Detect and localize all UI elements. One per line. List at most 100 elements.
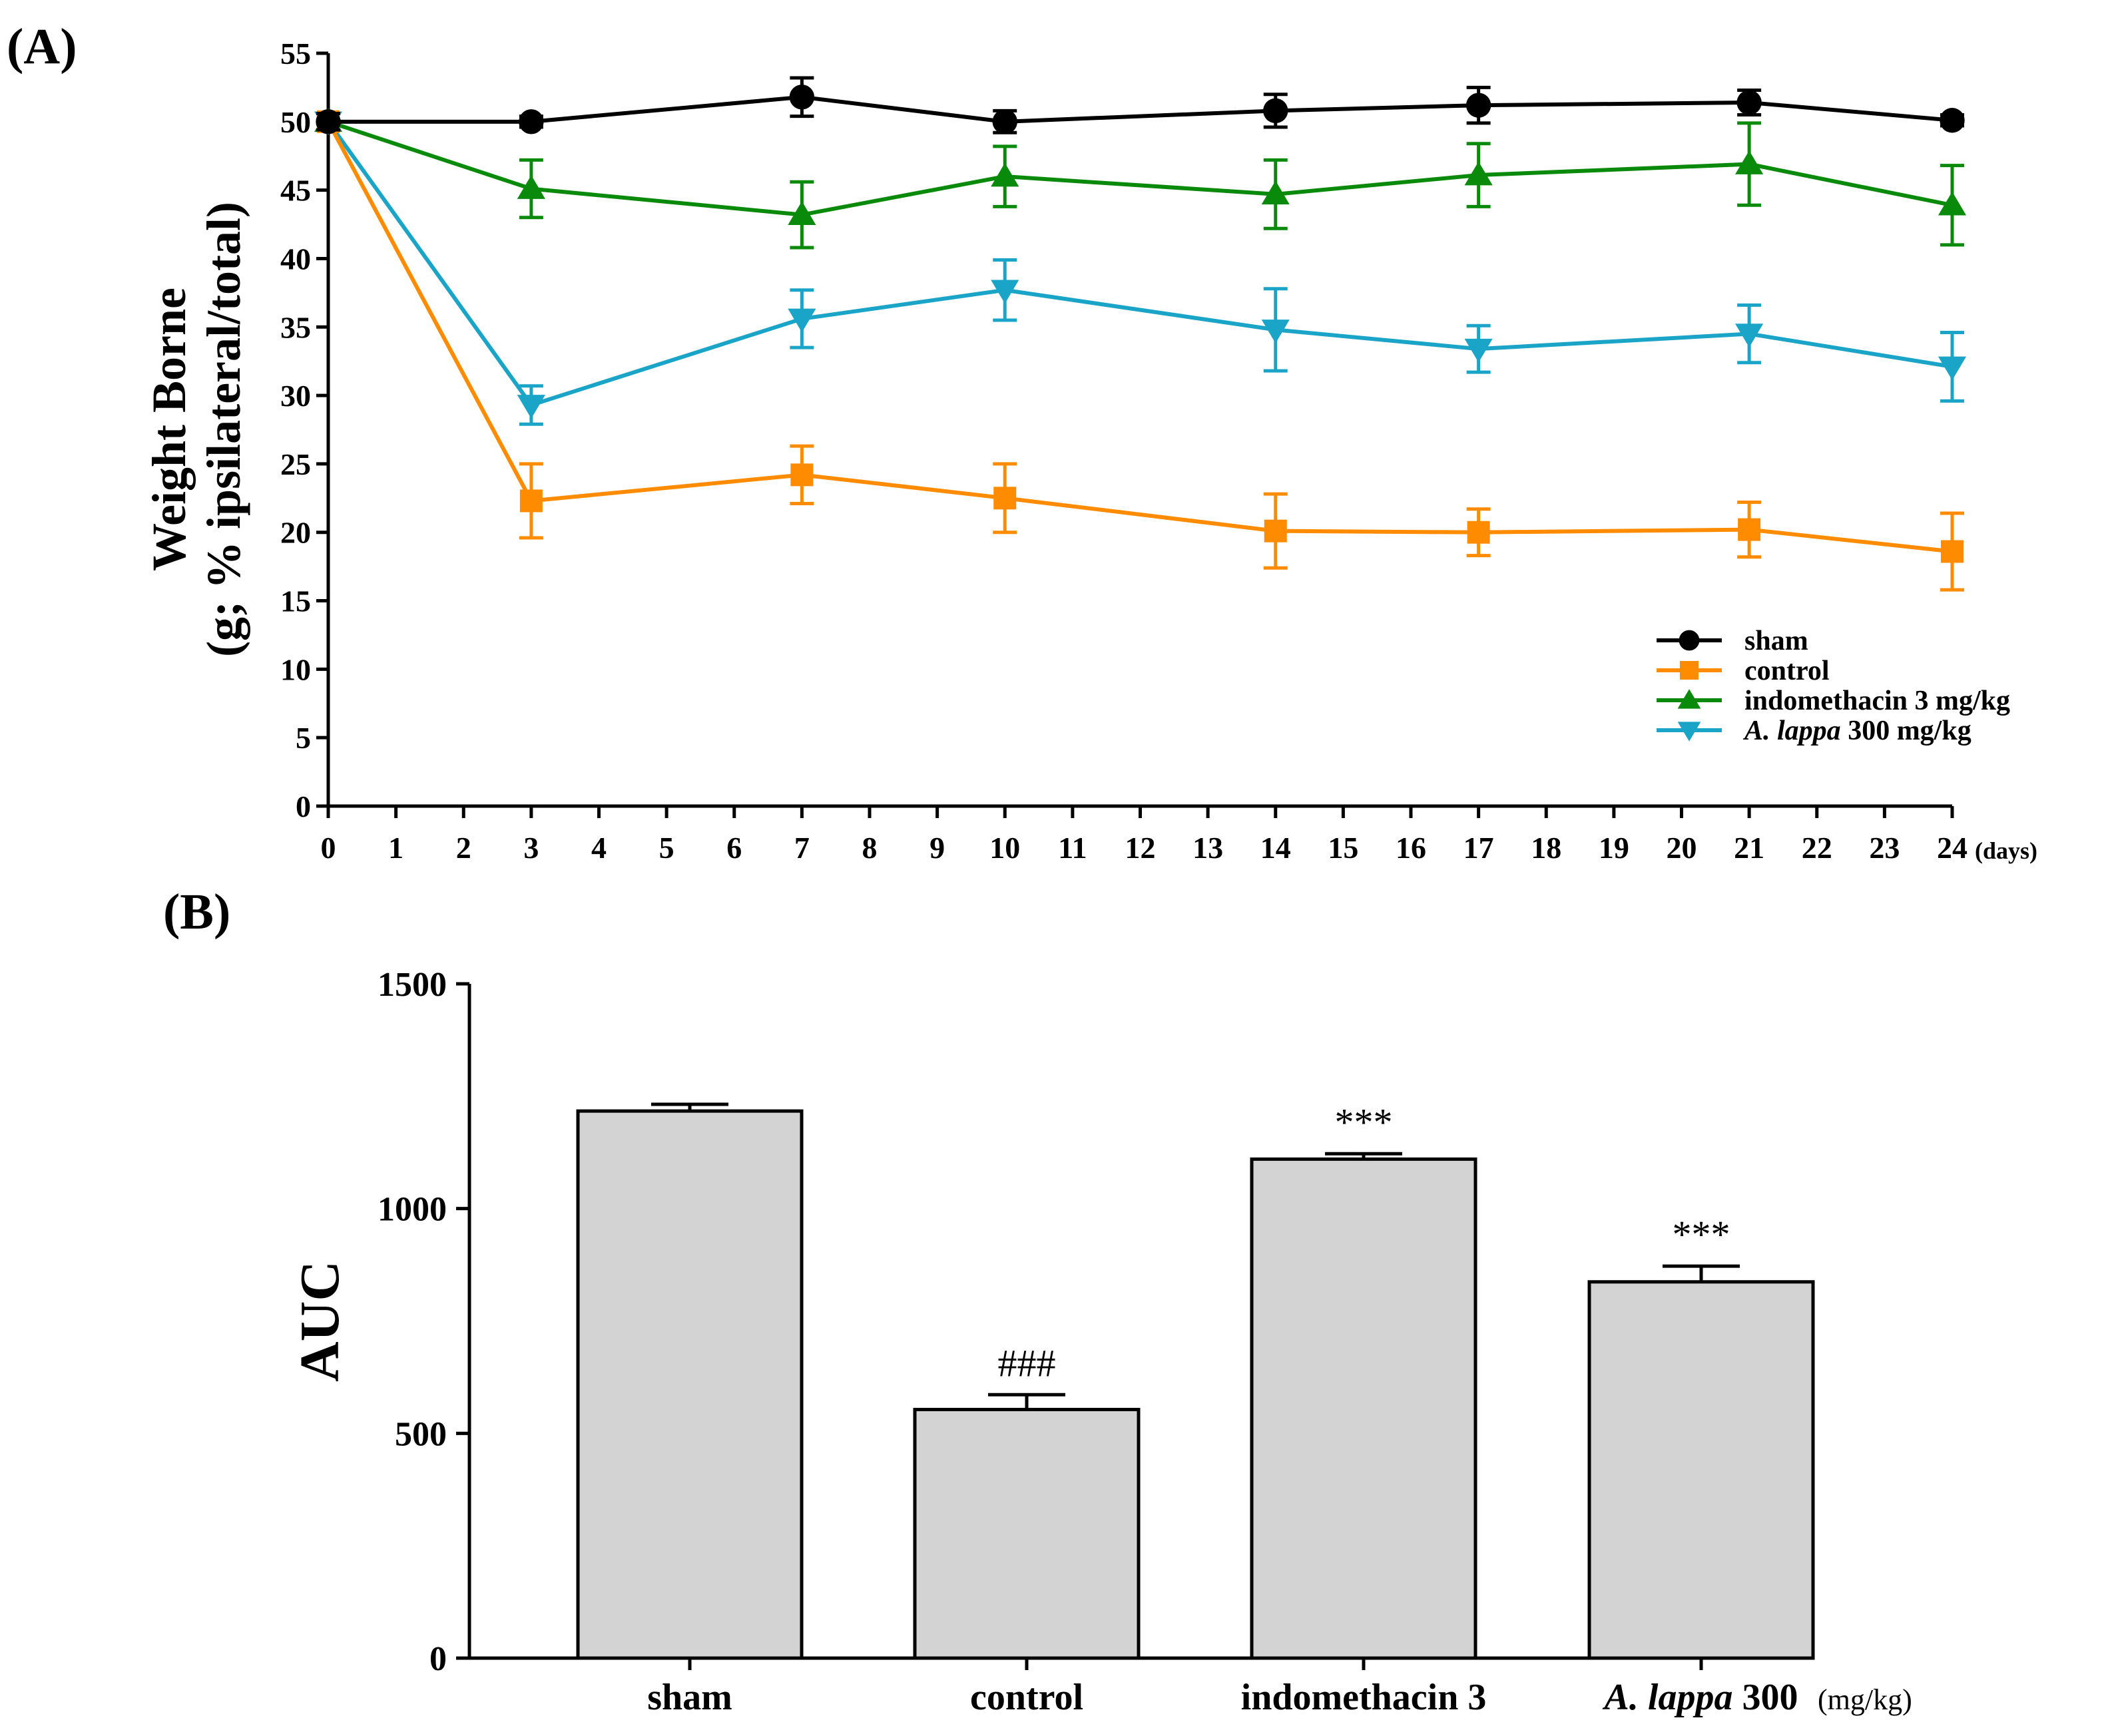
data-point bbox=[1940, 108, 1965, 133]
y-tick-label-a: 0 bbox=[296, 789, 311, 823]
legend-label: indomethacin 3 mg/kg bbox=[1744, 686, 2010, 716]
legend-marker bbox=[1680, 661, 1699, 680]
x-tick-label-a: 18 bbox=[1531, 831, 1561, 865]
x-tick-label-a: 3 bbox=[523, 831, 539, 865]
bar-group: *** indomethacin 3 bbox=[1241, 1100, 1487, 1718]
legend-marker bbox=[1677, 689, 1701, 709]
data-point bbox=[1735, 324, 1764, 347]
data-point bbox=[1264, 519, 1287, 542]
data-point bbox=[519, 109, 544, 134]
legend-marker bbox=[1677, 722, 1701, 742]
bar-group: ### control bbox=[913, 1341, 1141, 1718]
category-label: indomethacin 3 bbox=[1241, 1677, 1487, 1718]
bar bbox=[1587, 1280, 1815, 1660]
data-point bbox=[992, 109, 1017, 134]
x-tick-label-a: 23 bbox=[1869, 831, 1900, 865]
x-tick-label-a: 24 bbox=[1937, 831, 1968, 865]
data-point bbox=[991, 280, 1019, 304]
panel-b-bar-chart: 0 500 1000 1500 AUC sham ### control *** indome… bbox=[289, 966, 1912, 1718]
data-point bbox=[517, 175, 545, 199]
series-control bbox=[316, 110, 1964, 592]
data-point bbox=[1467, 521, 1490, 544]
bar bbox=[913, 1408, 1141, 1660]
significance-marker: *** bbox=[1673, 1213, 1730, 1256]
data-point bbox=[790, 463, 814, 487]
data-point bbox=[1465, 93, 1491, 118]
x-tick-label-a: 14 bbox=[1260, 831, 1291, 865]
legend-label: A. lappa 300 mg/kg bbox=[1742, 716, 1972, 746]
legend-item: indomethacin 3 mg/kg bbox=[1657, 686, 2010, 716]
legend-item: control bbox=[1657, 656, 1830, 686]
series-sham bbox=[316, 76, 1965, 134]
x-tick-label-a: 21 bbox=[1734, 831, 1764, 865]
legend-item: A. lappa 300 mg/kg bbox=[1657, 716, 1972, 746]
legend-marker bbox=[1679, 630, 1700, 651]
x-tick-label-a: 20 bbox=[1667, 831, 1697, 865]
y-tick-label-a: 10 bbox=[280, 652, 311, 686]
x-tick-label-a: 4 bbox=[591, 831, 607, 865]
y-tick-label-a: 35 bbox=[280, 310, 311, 344]
x-tick-label-a: 2 bbox=[456, 831, 471, 865]
y-tick-label-a: 20 bbox=[280, 516, 311, 550]
y-tick-label-b: 1500 bbox=[378, 966, 447, 1004]
series-line bbox=[328, 95, 1953, 124]
x-tick-label-a: 17 bbox=[1463, 831, 1494, 865]
x-tick-label-a: 5 bbox=[659, 831, 674, 865]
data-point bbox=[1261, 180, 1290, 205]
y-axis-title-b: AUC bbox=[289, 1261, 351, 1382]
panel-a-label: (A) bbox=[7, 19, 77, 75]
x-axis-unit-b: (mg/kg) bbox=[1818, 1683, 1912, 1716]
x-axis-unit-a: (days) bbox=[1975, 837, 2037, 864]
bar bbox=[1250, 1157, 1477, 1660]
data-point bbox=[1736, 90, 1762, 115]
significance-marker: ### bbox=[998, 1341, 1056, 1385]
bar-group: *** A. lappa 300 bbox=[1587, 1213, 1815, 1718]
y-tick-label-b: 500 bbox=[395, 1415, 447, 1453]
data-point bbox=[1941, 540, 1964, 563]
x-tick-label-a: 10 bbox=[989, 831, 1020, 865]
y-tick-label-b: 1000 bbox=[378, 1191, 447, 1229]
series-indomethacin bbox=[314, 108, 1967, 250]
y-tick-label-a: 15 bbox=[280, 584, 311, 618]
x-tick-label-a: 9 bbox=[929, 831, 945, 865]
x-tick-label-a: 7 bbox=[794, 831, 810, 865]
x-tick-label-a: 13 bbox=[1192, 831, 1223, 865]
data-point bbox=[1938, 356, 1967, 381]
y-axis-title-a-line1: Weight Borne bbox=[142, 288, 196, 571]
data-point bbox=[789, 85, 815, 110]
category-label: control bbox=[970, 1677, 1083, 1718]
panel-b-label: (B) bbox=[163, 884, 230, 940]
data-point bbox=[1738, 518, 1761, 541]
data-point bbox=[1464, 161, 1493, 186]
y-tick-label-a: 50 bbox=[280, 105, 311, 139]
y-tick-label-a: 5 bbox=[296, 721, 311, 755]
x-tick-label-a: 16 bbox=[1396, 831, 1426, 865]
y-axis-title-a-line2: (g; % ipsilateral/total) bbox=[197, 202, 250, 657]
y-tick-label-a: 30 bbox=[280, 379, 311, 413]
y-tick-label-a: 55 bbox=[280, 37, 311, 71]
legend-label: control bbox=[1744, 656, 1830, 686]
data-point bbox=[517, 395, 545, 419]
legend-label: sham bbox=[1744, 626, 1808, 656]
data-point bbox=[1263, 98, 1288, 124]
data-point bbox=[1735, 150, 1764, 174]
x-tick-label-a: 1 bbox=[388, 831, 403, 865]
bar bbox=[576, 1109, 804, 1660]
category-label: sham bbox=[647, 1677, 732, 1718]
series-line bbox=[326, 120, 1953, 554]
y-tick-label-b: 0 bbox=[429, 1640, 447, 1678]
data-point bbox=[519, 489, 543, 513]
x-tick-label-a: 15 bbox=[1328, 831, 1358, 865]
data-point bbox=[991, 162, 1019, 187]
data-point bbox=[1938, 191, 1967, 216]
y-tick-label-a: 45 bbox=[280, 174, 311, 208]
data-point bbox=[316, 109, 341, 134]
x-tick-label-a: 6 bbox=[726, 831, 742, 865]
x-tick-label-a: 12 bbox=[1125, 831, 1156, 865]
x-tick-label-a: 22 bbox=[1802, 831, 1832, 865]
x-tick-label-a: 19 bbox=[1599, 831, 1629, 865]
series-alappa bbox=[314, 111, 1967, 426]
